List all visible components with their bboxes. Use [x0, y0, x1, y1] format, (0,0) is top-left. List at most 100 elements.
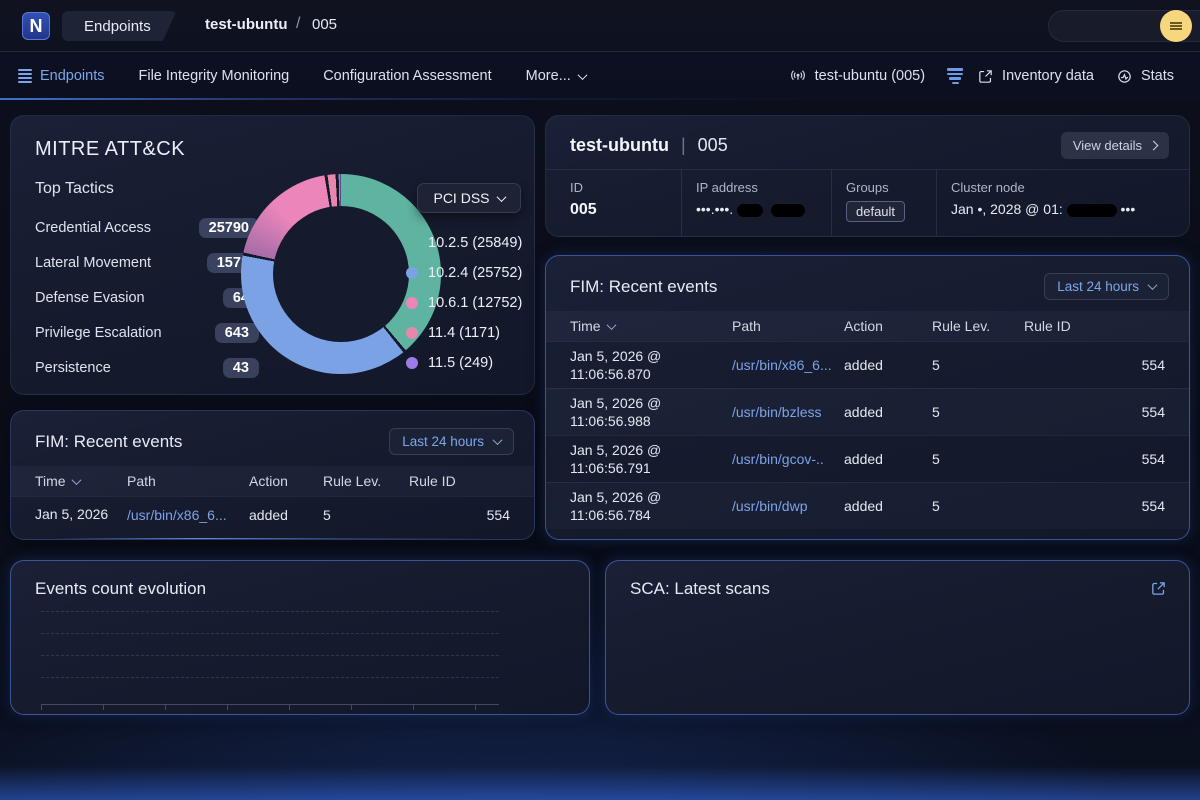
tactic-name: Privilege Escalation	[35, 324, 162, 341]
menu-more[interactable]: More...	[526, 68, 588, 84]
cell-path-link[interactable]: /usr/bin/x86_6...	[732, 357, 832, 373]
tactic-name: Persistence	[35, 359, 111, 376]
events-evolution-chart	[41, 611, 499, 710]
cell-path-link[interactable]: /usr/bin/dwp	[732, 498, 808, 514]
tab-configuration-assessment[interactable]: Configuration Assessment	[323, 68, 491, 84]
cell-rule-level: 5	[932, 451, 940, 467]
chevron-down-icon	[1147, 280, 1158, 291]
cell-rule-id: 554	[1141, 404, 1165, 420]
cell-action: added	[844, 498, 883, 514]
group-chip[interactable]: default	[846, 201, 906, 222]
divider	[546, 169, 1189, 170]
table-row: Jan 5, 2026 /usr/bin/x86_6... added 5 55…	[11, 496, 534, 532]
redaction-blob	[770, 203, 805, 217]
column-rule-id: Rule ID	[409, 473, 456, 489]
cell-rule-level: 5	[932, 404, 940, 420]
tactic-count-badge[interactable]: 643	[214, 322, 259, 343]
field-id: ID 005	[546, 170, 681, 236]
sca-latest-scans-panel: SCA: Latest scans	[605, 560, 1190, 715]
chevron-right-icon	[1148, 140, 1159, 150]
ip-masked-prefix: •••.•••.	[696, 201, 734, 217]
fim-recent-events-panel-right: FIM: Recent events Last 24 hours Time Pa…	[545, 255, 1190, 540]
donut-legend: 10.2.5 (25849) 10.2.4 (25752) 10.6.1 (12…	[406, 228, 522, 378]
pci-dss-dropdown[interactable]: PCI DSS	[417, 183, 521, 213]
column-time[interactable]: Time	[35, 473, 127, 489]
cell-time: Jan 5, 2026 @ 11:06:56.988	[570, 394, 662, 429]
time-range-dropdown[interactable]: Last 24 hours	[389, 428, 514, 455]
button-inventory-data[interactable]: Inventory data	[977, 68, 1094, 85]
agent-pin-selector[interactable]: test-ubuntu (005)	[789, 67, 925, 85]
stats-icon	[1118, 69, 1131, 83]
legend-dot	[406, 357, 418, 369]
cell-path-link[interactable]: /usr/bin/x86_6...	[127, 506, 227, 523]
view-details-label: View details	[1072, 137, 1142, 153]
external-link-icon[interactable]	[1150, 580, 1167, 597]
top-tactics-subtitle: Top Tactics	[35, 180, 114, 197]
column-label: Time	[570, 318, 601, 334]
fim-title: FIM: Recent events	[570, 276, 718, 296]
app-logo[interactable]: N	[22, 12, 50, 40]
tactic-count-badge[interactable]: 25790	[198, 217, 259, 238]
tab-endpoints[interactable]: Endpoints	[18, 68, 105, 84]
table-row: Jan 5, 2026 @ 11:06:56.791 /usr/bin/gcov…	[546, 435, 1189, 482]
button-stats[interactable]: Stats	[1116, 68, 1174, 85]
view-details-button[interactable]: View details	[1060, 131, 1169, 159]
cell-rule-id: 554	[1141, 451, 1165, 467]
app-logo-letter: N	[29, 15, 43, 36]
legend-label: 10.2.4 (25752)	[428, 265, 523, 281]
breadcrumb-agent[interactable]: test-ubuntu	[205, 16, 288, 33]
top-tactics-list: Credential Access 25790 Lateral Movement…	[35, 210, 259, 385]
sca-title: SCA: Latest scans	[630, 579, 770, 598]
cell-path-link[interactable]: /usr/bin/bzless	[732, 404, 822, 420]
filter-bars-icon[interactable]	[947, 68, 964, 84]
fim-title: FIM: Recent events	[35, 431, 183, 451]
legend-item[interactable]: 10.2.5 (25849)	[406, 228, 522, 258]
legend-dot	[406, 297, 418, 309]
mitre-attack-panel: MITRE ATT&CK Top Tactics Credential Acce…	[10, 115, 535, 395]
legend-item[interactable]: 10.6.1 (12752)	[406, 288, 522, 318]
tactic-row: Credential Access 25790	[35, 210, 259, 245]
breadcrumb-agent-id: 005	[312, 16, 338, 33]
table-body: Jan 5, 2026 @ 11:06:56.870 /usr/bin/x86_…	[546, 341, 1189, 529]
cell-time: Jan 5, 2026 @ 11:06:56.791	[570, 441, 662, 476]
cluster-value-prefix: Jan •, 2028 @ 01:	[951, 201, 1063, 217]
column-time[interactable]: Time	[570, 318, 732, 334]
legend-item[interactable]: 10.2.4 (25752)	[406, 258, 522, 288]
tactic-name: Defense Evasion	[35, 289, 145, 306]
mitre-title: MITRE ATT&CK	[35, 138, 186, 160]
legend-item[interactable]: 11.4 (1171)	[406, 318, 522, 348]
column-label: Time	[35, 473, 66, 489]
cell-time: Jan 5, 2026 @ 11:06:56.870	[570, 347, 662, 382]
time-range-label: Last 24 hours	[1057, 279, 1139, 294]
legend-label: 11.5 (249)	[428, 355, 494, 371]
time-range-dropdown[interactable]: Last 24 hours	[1044, 273, 1169, 300]
redaction-blob	[737, 203, 764, 217]
cell-path-link[interactable]: /usr/bin/gcov-..	[732, 451, 824, 467]
legend-item[interactable]: 11.5 (249)	[406, 348, 522, 378]
stats-label: Stats	[1140, 68, 1174, 84]
time-range-label: Last 24 hours	[402, 434, 484, 449]
chevron-down-icon	[492, 435, 503, 446]
column-action: Action	[844, 318, 883, 334]
tactic-row: Lateral Movement 1571	[35, 245, 259, 280]
tab-file-integrity-monitoring[interactable]: File Integrity Monitoring	[139, 68, 290, 84]
breadcrumb-section-chip[interactable]: Endpoints	[62, 11, 177, 41]
tactic-count-badge[interactable]: 43	[222, 357, 259, 378]
cell-action: added	[844, 451, 883, 467]
broadcast-icon	[790, 70, 805, 81]
table-row: Jan 5, 2026 @ 11:06:56.988 /usr/bin/bzle…	[546, 388, 1189, 435]
table-row: Jan 5, 2026 @ 11:06:56.870 /usr/bin/x86_…	[546, 341, 1189, 388]
field-label: IP address	[696, 180, 758, 195]
user-avatar[interactable]	[1160, 10, 1192, 42]
list-icon	[18, 69, 32, 83]
field-label: Groups	[846, 180, 889, 195]
column-action: Action	[249, 473, 288, 489]
column-path: Path	[127, 473, 156, 489]
pci-donut-ring[interactable]	[241, 174, 441, 374]
column-rule-id: Rule ID	[1024, 318, 1071, 334]
agent-id: 005	[697, 134, 728, 155]
redaction-blob	[1066, 203, 1117, 217]
chevron-down-icon	[496, 191, 506, 202]
field-ip-address: IP address •••.•••.	[681, 170, 831, 236]
